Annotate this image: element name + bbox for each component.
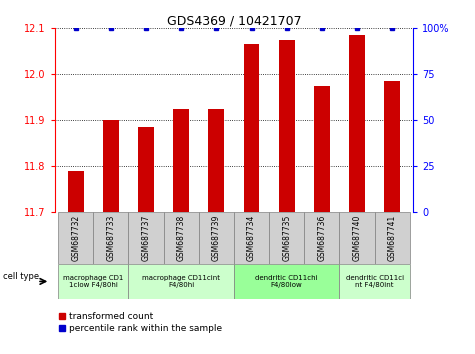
Bar (314, 86, 330, 212)
Bar (199, 212, 234, 264)
Bar (209, 109, 224, 212)
Bar (279, 40, 294, 212)
Legend: transformed count, percentile rank within the sample: transformed count, percentile rank withi… (59, 313, 222, 333)
Text: GSM687734: GSM687734 (247, 215, 256, 261)
Text: GSM687741: GSM687741 (388, 215, 397, 261)
Title: GDS4369 / 10421707: GDS4369 / 10421707 (167, 14, 301, 27)
Text: cell type: cell type (3, 272, 39, 281)
Bar (58, 264, 128, 299)
Text: macrophage CD11cint
F4/80hi: macrophage CD11cint F4/80hi (142, 275, 220, 288)
Bar (128, 212, 163, 264)
Bar (234, 264, 340, 299)
Bar (58, 212, 93, 264)
Bar (340, 212, 375, 264)
Text: GSM687737: GSM687737 (142, 215, 151, 261)
Text: GSM687733: GSM687733 (106, 215, 115, 261)
Bar (375, 212, 410, 264)
Bar (128, 264, 234, 299)
Bar (103, 120, 119, 212)
Bar (138, 127, 154, 212)
Bar (384, 81, 400, 212)
Bar (68, 171, 84, 212)
Text: GSM687740: GSM687740 (352, 215, 361, 261)
Text: GSM687736: GSM687736 (317, 215, 326, 261)
Text: GSM687732: GSM687732 (71, 215, 80, 261)
Text: GSM687735: GSM687735 (282, 215, 291, 261)
Bar (93, 212, 128, 264)
Text: GSM687738: GSM687738 (177, 215, 186, 261)
Bar (304, 212, 340, 264)
Text: dendritic CD11ci
nt F4/80int: dendritic CD11ci nt F4/80int (345, 275, 404, 288)
Bar (349, 35, 365, 212)
Bar (269, 212, 304, 264)
Bar (163, 212, 199, 264)
Bar (340, 264, 410, 299)
Bar (234, 212, 269, 264)
Bar (173, 109, 189, 212)
Text: GSM687739: GSM687739 (212, 215, 221, 261)
Text: dendritic CD11chi
F4/80low: dendritic CD11chi F4/80low (256, 275, 318, 288)
Bar (244, 44, 259, 212)
Text: macrophage CD1
1clow F4/80hi: macrophage CD1 1clow F4/80hi (63, 275, 124, 288)
